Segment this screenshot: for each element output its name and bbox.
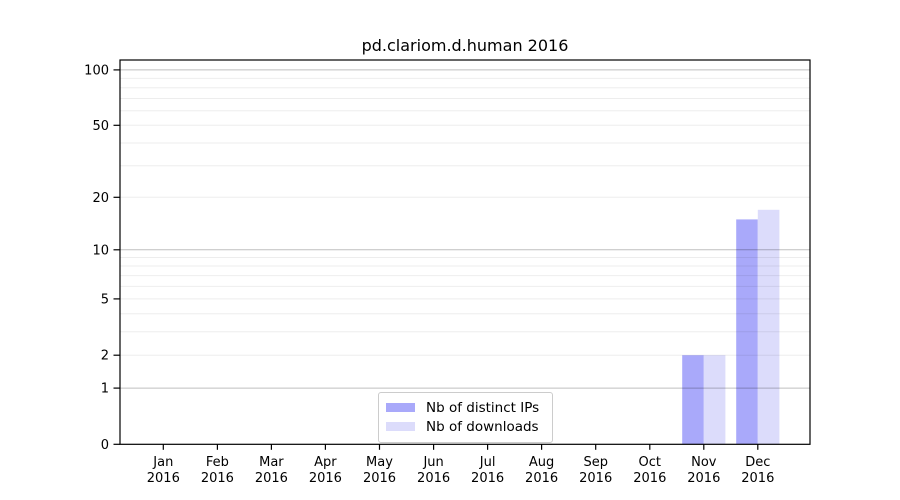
x-month-label: Dec [745, 455, 770, 470]
y-tick-label: 50 [92, 119, 109, 134]
y-tick-label: 5 [101, 292, 109, 307]
x-month-label: Jan [152, 455, 173, 470]
plot-border [119, 59, 811, 445]
y-tick-label: 10 [92, 243, 109, 258]
x-year-label: 2016 [633, 471, 666, 486]
x-month-label: Nov [691, 455, 717, 470]
x-year-label: 2016 [471, 471, 504, 486]
x-month-label: Sep [583, 455, 608, 470]
x-month-label: May [366, 455, 393, 470]
legend-item-downloads: Nb of downloads [386, 417, 544, 436]
legend-item-distinct-ips: Nb of distinct IPs [386, 398, 544, 417]
x-month-label: Jul [479, 455, 496, 470]
x-year-label: 2016 [201, 471, 234, 486]
y-tick-label: 2 [101, 349, 109, 364]
legend-swatch-downloads [386, 422, 415, 431]
x-month-label: Jun [422, 455, 443, 470]
x-year-label: 2016 [741, 471, 774, 486]
y-tick-label: 1 [101, 382, 109, 397]
x-month-label: Mar [259, 455, 284, 470]
x-year-label: 2016 [147, 471, 180, 486]
x-year-label: 2016 [417, 471, 450, 486]
y-tick-label: 100 [84, 63, 109, 78]
x-year-label: 2016 [579, 471, 612, 486]
x-month-label: Apr [314, 455, 337, 470]
x-year-label: 2016 [525, 471, 558, 486]
chart-title: pd.clariom.d.human 2016 [361, 36, 569, 55]
legend-swatch-distinct-ips [386, 403, 415, 412]
bar-distinct-ips [736, 219, 758, 445]
legend-label-downloads: Nb of downloads [426, 418, 539, 435]
x-year-label: 2016 [255, 471, 288, 486]
x-year-label: 2016 [309, 471, 342, 486]
y-tick-label: 0 [101, 438, 109, 453]
x-year-label: 2016 [363, 471, 396, 486]
bar-distinct-ips [682, 355, 704, 445]
bar-downloads [757, 209, 780, 445]
legend-label-distinct-ips: Nb of distinct IPs [426, 399, 540, 416]
y-tick-label: 20 [92, 191, 109, 206]
x-month-label: Aug [529, 455, 554, 470]
bar-downloads [703, 355, 726, 445]
x-month-label: Oct [639, 455, 661, 470]
legend: Nb of distinct IPs Nb of downloads [378, 392, 553, 443]
x-year-label: 2016 [687, 471, 720, 486]
x-month-label: Feb [206, 455, 229, 470]
